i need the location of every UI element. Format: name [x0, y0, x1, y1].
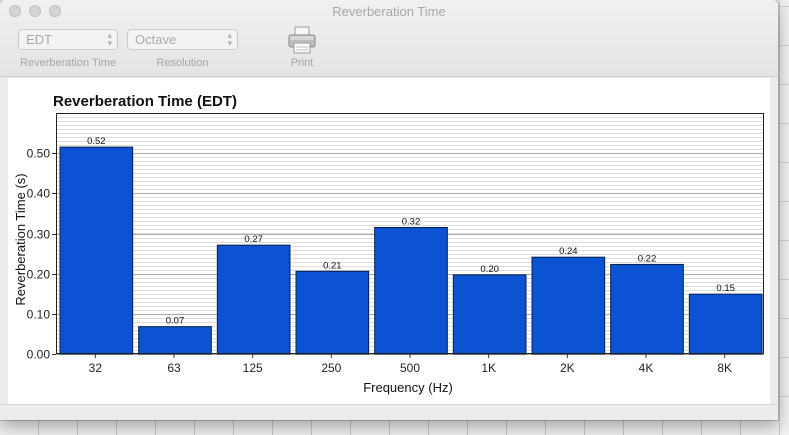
bar-value-label: 0.15 — [716, 283, 735, 294]
titlebar: Reverberation Time EDT ▴ ▾ Reverberation … — [0, 0, 778, 77]
x-tick-label: 250 — [321, 361, 341, 375]
bar-2K — [531, 256, 606, 355]
bar-value-label: 0.52 — [87, 136, 106, 147]
x-tick-label: 2K — [560, 361, 575, 375]
reverberation-time-window: Reverberation Time EDT ▴ ▾ Reverberation … — [0, 0, 778, 420]
printer-icon — [288, 26, 316, 54]
chevron-updown-icon: ▴ ▾ — [227, 30, 232, 48]
y-tick-label: 0.40 — [27, 187, 51, 201]
reverberation-type-label: Reverberation Time — [20, 57, 116, 69]
bar-4K — [610, 263, 684, 355]
print-button[interactable] — [286, 24, 318, 56]
zoom-window-button[interactable] — [49, 5, 61, 17]
bar-value-label: 0.32 — [402, 216, 421, 227]
x-tick-label: 4K — [639, 361, 654, 375]
x-tick-label: 125 — [243, 361, 263, 375]
chart-title: Reverberation Time (EDT) — [53, 93, 237, 110]
x-tick-label: 8K — [717, 361, 732, 375]
close-window-button[interactable] — [9, 5, 21, 17]
bar-63 — [138, 326, 212, 355]
window-title: Reverberation Time — [332, 4, 446, 19]
reverberation-type-value: EDT — [26, 32, 52, 47]
chevron-updown-icon: ▴ ▾ — [107, 30, 112, 48]
bar-32 — [59, 146, 134, 355]
y-axis-title: Reverberation Time (s) — [13, 173, 28, 305]
minimize-window-button[interactable] — [29, 5, 41, 17]
x-tick-label: 32 — [89, 361, 103, 375]
bar-value-label: 0.24 — [559, 246, 578, 257]
bar-value-label: 0.22 — [638, 253, 657, 264]
bar-250 — [295, 270, 370, 355]
bar-value-label: 0.27 — [244, 234, 263, 245]
resolution-label: Resolution — [156, 57, 209, 69]
x-tick-label: 1K — [481, 361, 496, 375]
y-tick-label: 0.30 — [27, 228, 51, 242]
bar-8K — [688, 293, 763, 355]
y-tick-label: 0.10 — [27, 308, 51, 322]
plot-border — [56, 113, 764, 354]
y-tick-label: 0.50 — [27, 147, 51, 161]
x-axis-title: Frequency (Hz) — [363, 380, 453, 395]
bar-1K — [452, 274, 527, 355]
print-label: Print — [290, 57, 314, 69]
y-tick-label: 0.00 — [27, 348, 51, 362]
bar-500 — [374, 226, 448, 355]
bar-125 — [216, 244, 291, 355]
x-tick-label: 500 — [400, 361, 420, 375]
bar-chart: 0.00 0.10 0.20 0.30 0.40 0.50 0.52 32 0.07 63 0.27… — [13, 113, 764, 395]
resolution-select[interactable]: Octave ▴ ▾ — [127, 29, 238, 50]
bar-value-label: 0.07 — [166, 316, 185, 327]
bar-value-label: 0.21 — [323, 260, 342, 271]
reverberation-type-select[interactable]: EDT ▴ ▾ — [18, 29, 118, 50]
y-tick-label: 0.20 — [27, 268, 51, 282]
bar-value-label: 0.20 — [480, 264, 499, 275]
x-tick-label: 63 — [167, 361, 181, 375]
window-bottom-bar — [0, 404, 778, 420]
resolution-value: Octave — [135, 32, 177, 47]
